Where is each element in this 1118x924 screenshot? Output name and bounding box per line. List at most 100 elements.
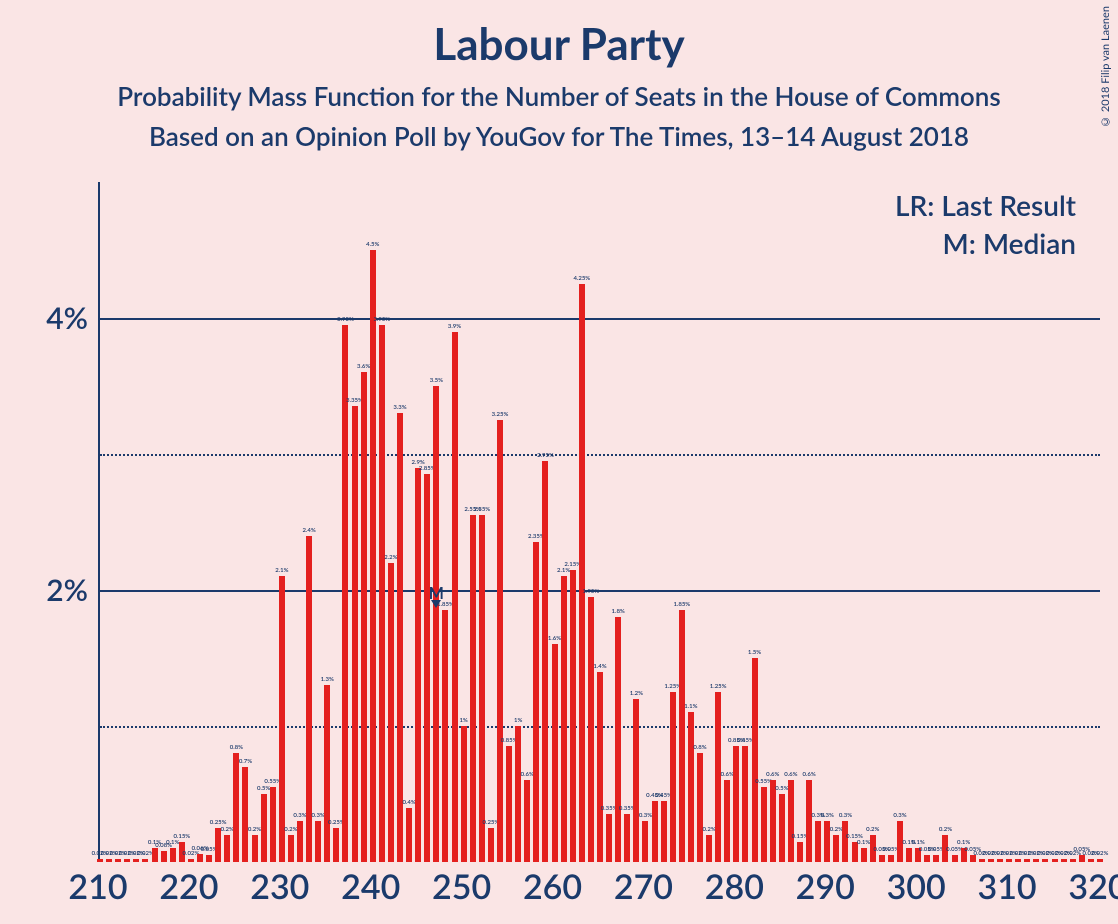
bar: 0.3% xyxy=(642,821,648,862)
bar: 0.02% xyxy=(1097,859,1103,862)
bar-value-label: 1.2% xyxy=(630,690,643,697)
bar-value-label: 1.4% xyxy=(593,663,606,670)
bar: 0.02% xyxy=(97,859,103,862)
bar: 0.2% xyxy=(224,835,230,862)
bar-value-label: 0.2% xyxy=(221,826,234,833)
bar: 0.85% xyxy=(506,746,512,862)
bar: 0.05% xyxy=(924,855,930,862)
bar: 0.02% xyxy=(979,859,985,862)
bar: 0.6% xyxy=(724,780,730,862)
bar: 0.1% xyxy=(152,848,158,862)
bar: 0.3% xyxy=(297,821,303,862)
bar: 1.8% xyxy=(615,617,621,862)
x-tick-label: 290 xyxy=(796,866,855,907)
bar: 2.1% xyxy=(279,576,285,862)
bar: 0.2% xyxy=(288,835,294,862)
bar: 2.1% xyxy=(561,576,567,862)
bar: 3.95% xyxy=(379,325,385,862)
bar: 3.95% xyxy=(342,325,348,862)
bar-value-label: 1.6% xyxy=(548,635,561,642)
bar: 0.5% xyxy=(779,794,785,862)
bar: 1.95% xyxy=(588,597,594,862)
x-tick-label: 250 xyxy=(432,866,491,907)
bar: 0.35% xyxy=(624,814,630,862)
bar: 1.85% xyxy=(442,610,448,862)
bar-value-label: 0.8% xyxy=(230,744,243,751)
chart-subtitle-2: Based on an Opinion Poll by YouGov for T… xyxy=(0,120,1118,152)
bar: 0.05% xyxy=(933,855,939,862)
bar: 0.05% xyxy=(952,855,958,862)
bar: 1% xyxy=(461,726,467,862)
bar: 0.5% xyxy=(261,794,267,862)
bar: 3.9% xyxy=(452,332,458,862)
bar: 0.05% xyxy=(888,855,894,862)
bar-value-label: 0.2% xyxy=(830,826,843,833)
bar: 0.7% xyxy=(242,767,248,862)
x-tick-label: 260 xyxy=(523,866,582,907)
bar: 0.1% xyxy=(906,848,912,862)
median-label: M xyxy=(429,584,444,603)
bar: 2.35% xyxy=(533,542,539,862)
bar-value-label: 1.85% xyxy=(673,601,690,608)
bar: 3.6% xyxy=(361,372,367,862)
bar-value-label: 3.25% xyxy=(492,411,509,418)
x-tick-label: 320 xyxy=(1068,866,1118,907)
bar: 0.55% xyxy=(761,787,767,862)
bar-value-label: 0.1% xyxy=(857,839,870,846)
x-tick-label: 300 xyxy=(887,866,946,907)
bar-value-label: 3.5% xyxy=(430,377,443,384)
bar-value-label: 3.9% xyxy=(448,323,461,330)
bar-value-label: 3.95% xyxy=(373,316,390,323)
x-tick-label: 230 xyxy=(250,866,309,907)
bar: 0.6% xyxy=(524,780,530,862)
bar: 0.02% xyxy=(988,859,994,862)
bar: 1.85% xyxy=(679,610,685,862)
bar-value-label: 0.3% xyxy=(839,812,852,819)
bar: 0.45% xyxy=(661,801,667,862)
bar: 0.3% xyxy=(315,821,321,862)
y-tick-label: 4% xyxy=(46,300,88,336)
bar: 0.6% xyxy=(806,780,812,862)
bar: 0.3% xyxy=(815,821,821,862)
bar-value-label: 0.3% xyxy=(821,812,834,819)
bar-value-label: 4.25% xyxy=(573,275,590,282)
bar: 0.6% xyxy=(770,780,776,862)
bar: 0.02% xyxy=(1015,859,1021,862)
bar: 1.1% xyxy=(688,712,694,862)
bar-value-label: 0.4% xyxy=(402,799,415,806)
bar-value-label: 0.2% xyxy=(702,826,715,833)
bar: 0.6% xyxy=(788,780,794,862)
bar: 2.2% xyxy=(388,563,394,862)
bar-value-label: 0.6% xyxy=(784,771,797,778)
bar: 0.02% xyxy=(1070,859,1076,862)
bar-value-label: 0.5% xyxy=(775,785,788,792)
bar: 0.55% xyxy=(270,787,276,862)
bar-value-label: 0.3% xyxy=(893,812,906,819)
chart-subtitle: Probability Mass Function for the Number… xyxy=(0,80,1118,112)
bar: 0.85% xyxy=(733,746,739,862)
bar: 0.02% xyxy=(1042,859,1048,862)
bar-value-label: 1% xyxy=(514,717,522,724)
bar: 1.5% xyxy=(752,658,758,862)
bar: 0.25% xyxy=(488,828,494,862)
bar: 0.02% xyxy=(1061,859,1067,862)
bar: 3.25% xyxy=(497,420,503,862)
bar: 0.06% xyxy=(197,854,203,862)
bar: 0.85% xyxy=(742,746,748,862)
bar-value-label: 0.3% xyxy=(639,812,652,819)
x-tick-label: 270 xyxy=(614,866,673,907)
bar-value-label: 3.6% xyxy=(357,363,370,370)
bar: 0.45% xyxy=(652,801,658,862)
x-axis: 210220230240250260270280290300310320 xyxy=(98,866,1118,916)
bar: 0.02% xyxy=(997,859,1003,862)
bar-value-label: 1.5% xyxy=(748,649,761,656)
bar: 0.02% xyxy=(124,859,130,862)
bar: 0.02% xyxy=(1052,859,1058,862)
bar: 3.3% xyxy=(397,413,403,862)
bar-value-label: 0.6% xyxy=(802,771,815,778)
bar: 0.05% xyxy=(879,855,885,862)
x-tick-label: 240 xyxy=(341,866,400,907)
bar: 2.15% xyxy=(570,570,576,862)
x-tick-label: 280 xyxy=(705,866,764,907)
bar: 0.3% xyxy=(842,821,848,862)
